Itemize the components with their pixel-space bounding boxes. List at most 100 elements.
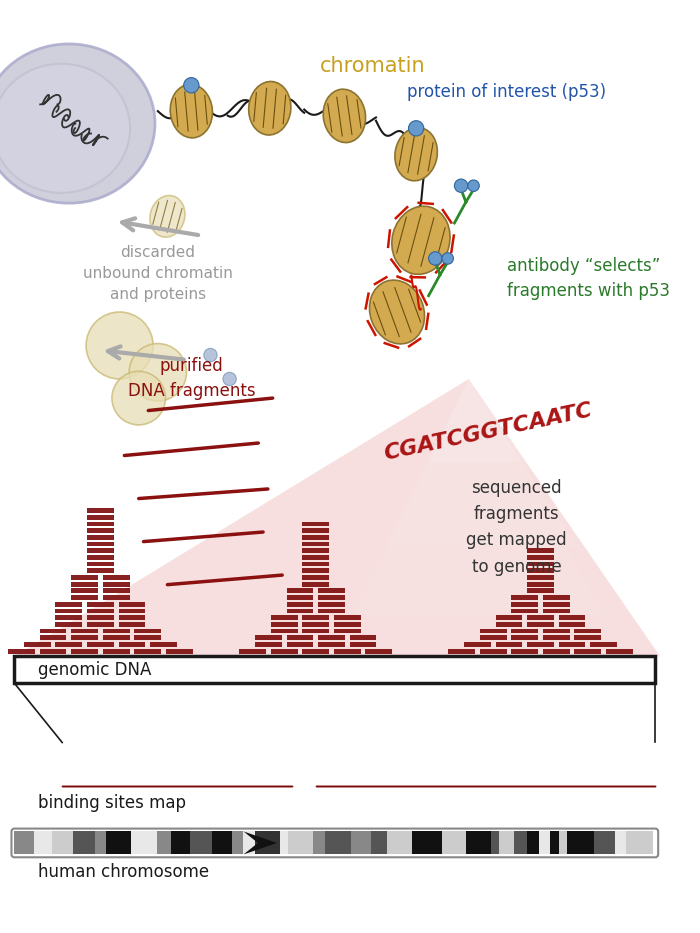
Bar [87, 515, 114, 520]
Bar [286, 635, 314, 640]
Bar [424, 831, 442, 855]
Bar [103, 629, 130, 634]
Bar [171, 831, 190, 855]
Bar [559, 831, 567, 855]
Text: purified
DNA fragments: purified DNA fragments [127, 357, 255, 400]
Bar [511, 595, 538, 600]
Bar [14, 657, 655, 683]
Bar [87, 549, 114, 553]
Bar [212, 831, 232, 855]
Bar [103, 589, 130, 593]
Bar [318, 608, 345, 613]
Bar [271, 629, 298, 634]
Bar [302, 555, 329, 560]
Bar [318, 602, 345, 606]
Bar [543, 595, 570, 600]
Bar [615, 831, 626, 855]
Bar [302, 575, 329, 580]
Bar [286, 589, 314, 593]
Bar [496, 615, 522, 620]
Bar [255, 635, 281, 640]
Bar [118, 622, 146, 627]
Bar [543, 648, 570, 653]
Bar [491, 831, 499, 855]
Bar [52, 831, 74, 855]
Circle shape [409, 120, 423, 136]
Bar [480, 629, 507, 634]
Bar [14, 831, 34, 855]
Bar [34, 831, 52, 855]
Bar [134, 629, 161, 634]
Bar [134, 648, 161, 653]
Bar [466, 831, 491, 855]
Bar [55, 608, 83, 613]
Bar [118, 615, 146, 620]
Bar [141, 831, 158, 855]
Bar [334, 615, 360, 620]
Bar [543, 635, 570, 640]
Bar [318, 589, 345, 593]
Bar [103, 648, 130, 653]
Bar [302, 615, 329, 620]
Bar [150, 642, 177, 647]
Bar [271, 648, 298, 653]
Bar [55, 622, 83, 627]
Bar [318, 635, 345, 640]
Text: chromatin: chromatin [321, 56, 426, 77]
Bar [232, 831, 243, 855]
Bar [87, 562, 114, 566]
Polygon shape [387, 379, 576, 546]
Bar [575, 635, 601, 640]
Bar [575, 648, 601, 653]
Bar [387, 831, 412, 855]
Bar [302, 562, 329, 566]
Bar [590, 642, 617, 647]
Bar [271, 615, 298, 620]
Bar [255, 642, 281, 647]
Ellipse shape [170, 84, 212, 138]
Bar [118, 608, 146, 613]
Bar [511, 602, 538, 606]
Bar [527, 615, 554, 620]
Bar [158, 831, 171, 855]
Bar [87, 608, 114, 613]
Ellipse shape [392, 206, 450, 274]
Bar [575, 629, 601, 634]
Bar [334, 648, 360, 653]
Bar [286, 642, 314, 647]
Bar [87, 528, 114, 533]
Bar [40, 629, 66, 634]
Circle shape [204, 348, 217, 362]
Bar [87, 555, 114, 560]
Bar [448, 648, 475, 653]
Circle shape [223, 372, 237, 385]
Bar [286, 602, 314, 606]
Bar [334, 629, 360, 634]
Bar [370, 831, 387, 855]
Bar [271, 622, 298, 627]
Bar [543, 602, 570, 606]
Polygon shape [244, 831, 277, 855]
Bar [103, 635, 130, 640]
Bar [103, 575, 130, 580]
Bar [288, 831, 313, 855]
Bar [365, 648, 392, 653]
Circle shape [86, 312, 153, 379]
Ellipse shape [370, 280, 424, 344]
Bar [318, 595, 345, 600]
Bar [527, 549, 554, 553]
Bar [87, 602, 114, 606]
Polygon shape [353, 379, 605, 615]
Bar [302, 629, 329, 634]
Circle shape [129, 343, 186, 401]
Bar [131, 831, 141, 855]
Bar [87, 535, 114, 539]
Bar [302, 541, 329, 547]
Bar [302, 582, 329, 587]
Text: antibody “selects”
fragments with p53: antibody “selects” fragments with p53 [507, 257, 670, 300]
Bar [302, 568, 329, 573]
Bar [87, 615, 114, 620]
Bar [526, 831, 539, 855]
Bar [55, 602, 83, 606]
Bar [40, 635, 66, 640]
